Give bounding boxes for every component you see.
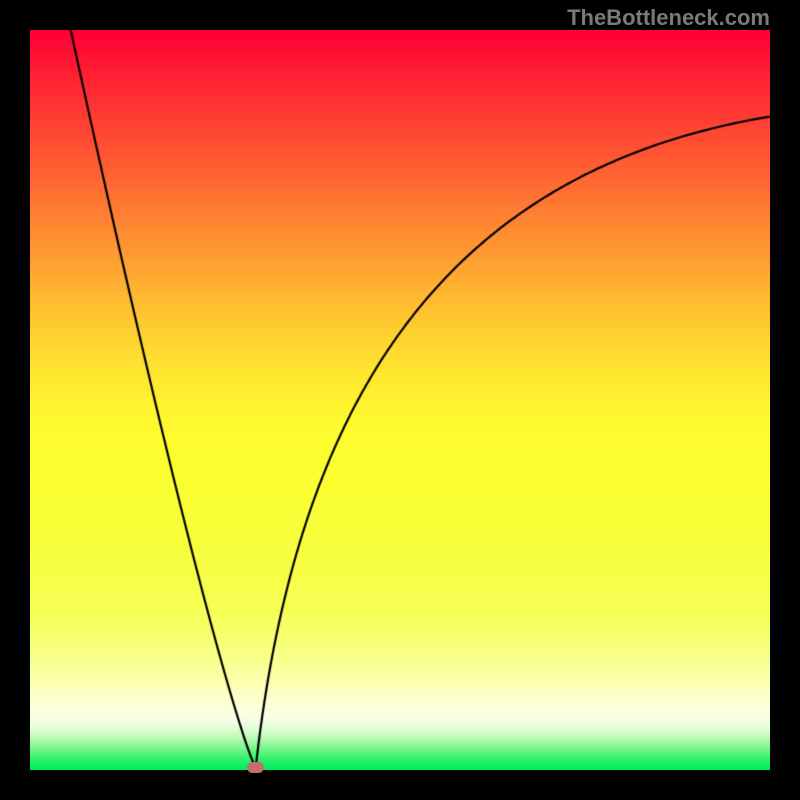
optimum-marker <box>247 762 264 773</box>
plot-area <box>30 30 770 770</box>
chart-stage: TheBottleneck.com <box>0 0 800 800</box>
watermark-text: TheBottleneck.com <box>567 5 770 31</box>
bottleneck-curve <box>30 30 770 770</box>
